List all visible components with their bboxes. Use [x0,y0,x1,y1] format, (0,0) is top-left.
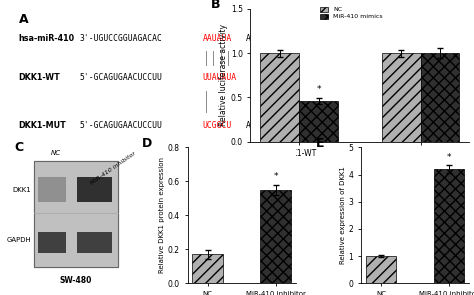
Text: DKK1-MUT: DKK1-MUT [18,121,66,130]
Bar [434,169,465,283]
Text: *: * [447,153,451,163]
FancyBboxPatch shape [38,232,66,253]
Bar [192,254,223,283]
Text: E: E [315,137,324,150]
Text: 5'-GCAGUGAACUCCUU: 5'-GCAGUGAACUCCUU [80,121,163,130]
Bar [299,101,338,142]
Y-axis label: Relative expression of DKK1: Relative expression of DKK1 [340,166,346,264]
Bar [382,53,420,142]
FancyBboxPatch shape [34,161,118,267]
Y-axis label: Relative DKK1 protein expression: Relative DKK1 protein expression [159,157,165,273]
Text: NC: NC [50,150,61,156]
Text: *: * [316,85,321,94]
Text: UCGGCU: UCGGCU [202,121,232,130]
Text: B: B [211,0,220,11]
Legend: NC, MiR-410 mimics: NC, MiR-410 mimics [319,5,384,21]
Text: C: C [14,141,23,154]
Bar [420,53,459,142]
Text: 3'-UGUCCGGUAGACAC: 3'-UGUCCGGUAGACAC [80,34,163,42]
Text: A: A [18,13,28,26]
Text: hsa-miR-410: hsa-miR-410 [18,34,75,42]
Text: UUAUAUA: UUAUAUA [202,73,237,82]
Text: SW-480: SW-480 [60,276,92,286]
Text: D: D [142,137,152,150]
Bar [366,256,396,283]
FancyBboxPatch shape [34,161,118,213]
Text: AAUAUA: AAUAUA [202,34,232,42]
FancyBboxPatch shape [77,177,112,202]
Text: *: * [273,172,278,181]
Text: A-3': A-3' [253,73,273,82]
Text: MiR-410 inhibitor: MiR-410 inhibitor [90,150,137,186]
Text: DKK1-WT: DKK1-WT [18,73,60,82]
Text: A-5': A-5' [246,34,265,42]
FancyBboxPatch shape [34,213,118,267]
FancyBboxPatch shape [38,177,66,202]
Bar [260,53,299,142]
Bar [260,190,291,283]
Text: DKK1: DKK1 [13,186,32,193]
Text: A-3': A-3' [246,121,265,130]
Y-axis label: Relative luciferase activity: Relative luciferase activity [219,24,228,126]
Text: GAPDH: GAPDH [7,237,32,243]
Text: 5'-GCAGUGAACUCCUU: 5'-GCAGUGAACUCCUU [80,73,163,82]
FancyBboxPatch shape [77,232,112,253]
